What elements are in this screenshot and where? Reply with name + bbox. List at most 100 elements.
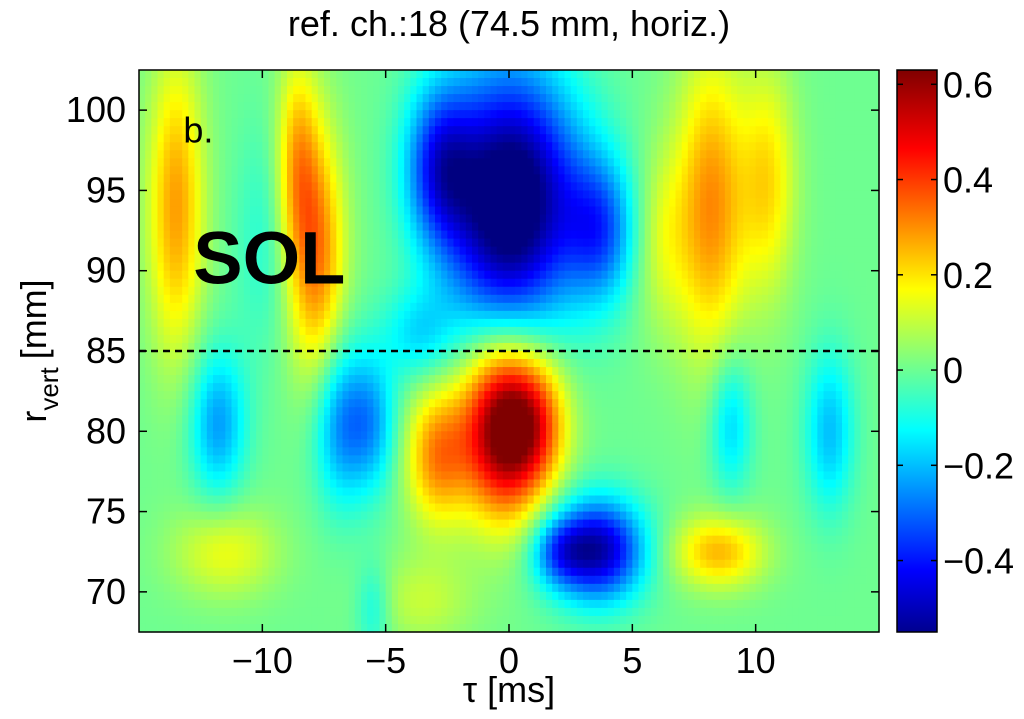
- heatmap-cell: [354, 399, 362, 408]
- heatmap-cell: [817, 174, 825, 183]
- heatmap-cell: [675, 383, 683, 392]
- heatmap-cell: [496, 118, 504, 127]
- heatmap-cell: [854, 286, 862, 296]
- heatmap-cell: [644, 150, 652, 159]
- heatmap-cell: [373, 294, 381, 304]
- heatmap-cell: [348, 238, 356, 248]
- heatmap-cell: [330, 334, 337, 344]
- heatmap-cell: [638, 294, 646, 304]
- heatmap-cell: [404, 166, 411, 175]
- heatmap-cell: [731, 375, 738, 384]
- heatmap-cell: [243, 86, 251, 95]
- heatmap-cell: [552, 118, 559, 127]
- heatmap-cell: [731, 310, 738, 320]
- heatmap-cell: [854, 150, 862, 159]
- heatmap-cell: [675, 318, 683, 328]
- heatmap-cell: [724, 391, 732, 400]
- heatmap-cell: [780, 230, 788, 240]
- heatmap-cell: [502, 351, 510, 360]
- heatmap-cell: [681, 230, 689, 240]
- heatmap-cell: [780, 334, 788, 344]
- heatmap-cell: [564, 359, 572, 368]
- heatmap-cell: [613, 142, 621, 151]
- heatmap-cell: [324, 326, 331, 336]
- heatmap-cell: [817, 102, 825, 111]
- heatmap-cell: [336, 230, 344, 240]
- heatmap-cell: [842, 198, 849, 208]
- heatmap-cell: [706, 294, 714, 304]
- heatmap-cell: [607, 142, 615, 151]
- heatmap-cell: [496, 342, 504, 352]
- heatmap-cell: [724, 270, 732, 280]
- heatmap-cell: [823, 142, 831, 151]
- heatmap-cell: [361, 238, 368, 248]
- heatmap-cell: [872, 230, 880, 240]
- heatmap-cell: [669, 351, 677, 360]
- heatmap-cell: [589, 238, 596, 248]
- heatmap-cell: [342, 190, 350, 200]
- heatmap-cell: [552, 238, 559, 248]
- heatmap-cell: [225, 383, 233, 392]
- heatmap-cell: [145, 142, 152, 151]
- heatmap-cell: [687, 294, 695, 304]
- heatmap-cell: [576, 86, 584, 95]
- heatmap-cell: [848, 110, 855, 119]
- heatmap-cell: [194, 367, 202, 376]
- heatmap-cell: [169, 126, 177, 135]
- heatmap-cell: [687, 190, 695, 200]
- heatmap-cell: [225, 367, 233, 376]
- heatmap-cell: [324, 110, 331, 119]
- heatmap-cell: [182, 110, 189, 119]
- heatmap-cell: [731, 334, 738, 344]
- heatmap-cell: [231, 110, 239, 119]
- heatmap-cell: [669, 190, 677, 200]
- heatmap-cell: [342, 150, 350, 159]
- heatmap-cell: [250, 134, 257, 143]
- heatmap-cell: [293, 78, 300, 87]
- heatmap-cell: [595, 254, 603, 264]
- heatmap-cell: [866, 222, 874, 232]
- heatmap-cell: [163, 134, 171, 143]
- heatmap-cell: [348, 102, 356, 111]
- heatmap-cell: [484, 206, 492, 216]
- heatmap-cell: [817, 142, 825, 151]
- heatmap-cell: [749, 198, 757, 208]
- heatmap-cell: [854, 134, 862, 143]
- heatmap-cell: [860, 214, 868, 224]
- heatmap-cell: [231, 383, 239, 392]
- heatmap-cell: [447, 238, 455, 248]
- heatmap-cell: [169, 391, 177, 400]
- heatmap-cell: [761, 294, 769, 304]
- heatmap-cell: [188, 182, 196, 192]
- heatmap-cell: [379, 198, 387, 208]
- heatmap-cell: [293, 334, 300, 344]
- heatmap-cell: [792, 134, 800, 143]
- heatmap-cell: [484, 246, 492, 256]
- heatmap-cell: [583, 254, 590, 264]
- heatmap-cell: [737, 142, 744, 151]
- heatmap-cell: [768, 126, 775, 135]
- heatmap-cell: [157, 102, 165, 111]
- heatmap-cell: [367, 342, 374, 352]
- heatmap-cell: [755, 134, 763, 143]
- heatmap-cell: [428, 383, 436, 392]
- heatmap-cell: [706, 78, 714, 87]
- heatmap-cell: [250, 142, 257, 151]
- heatmap-cell: [139, 302, 146, 312]
- heatmap-cell: [213, 94, 220, 103]
- heatmap-cell: [805, 206, 812, 216]
- heatmap-cell: [157, 286, 165, 296]
- heatmap-cell: [700, 238, 707, 248]
- heatmap-cell: [749, 278, 757, 288]
- heatmap-cell: [768, 254, 775, 264]
- heatmap-cell: [774, 262, 781, 272]
- heatmap-cell: [780, 286, 788, 296]
- heatmap-cell: [484, 278, 492, 288]
- heatmap-cell: [761, 359, 769, 368]
- heatmap-cell: [280, 150, 288, 159]
- heatmap-cell: [502, 359, 510, 368]
- heatmap-cell: [367, 222, 374, 232]
- heatmap-cell: [213, 126, 220, 135]
- heatmap-cell: [453, 158, 461, 167]
- heatmap-cell: [552, 110, 559, 119]
